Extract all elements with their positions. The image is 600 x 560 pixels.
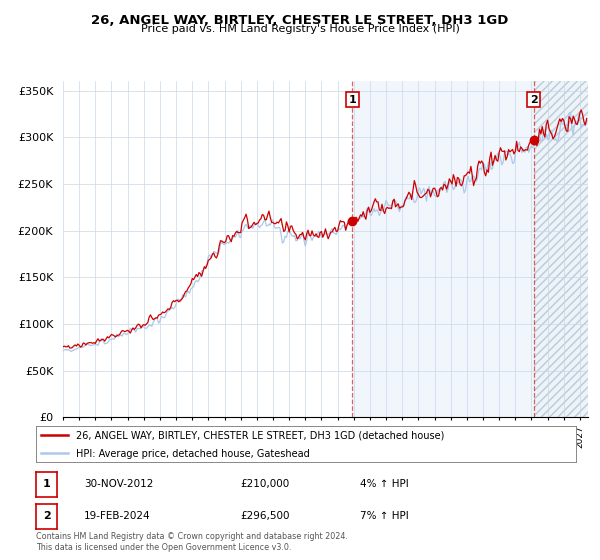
Text: 1: 1 xyxy=(349,95,356,105)
Text: 2: 2 xyxy=(43,511,50,521)
Bar xyxy=(533,81,588,417)
Text: Price paid vs. HM Land Registry's House Price Index (HPI): Price paid vs. HM Land Registry's House … xyxy=(140,24,460,34)
Text: 2: 2 xyxy=(530,95,538,105)
Text: Contains HM Land Registry data © Crown copyright and database right 2024.
This d: Contains HM Land Registry data © Crown c… xyxy=(36,532,348,552)
Text: 26, ANGEL WAY, BIRTLEY, CHESTER LE STREET, DH3 1GD (detached house): 26, ANGEL WAY, BIRTLEY, CHESTER LE STREE… xyxy=(77,431,445,440)
Text: £296,500: £296,500 xyxy=(240,511,290,521)
Text: 4% ↑ HPI: 4% ↑ HPI xyxy=(360,479,409,489)
Text: 7% ↑ HPI: 7% ↑ HPI xyxy=(360,511,409,521)
Text: 1: 1 xyxy=(43,479,50,489)
Text: 30-NOV-2012: 30-NOV-2012 xyxy=(84,479,154,489)
Text: 19-FEB-2024: 19-FEB-2024 xyxy=(84,511,151,521)
Text: £210,000: £210,000 xyxy=(240,479,289,489)
Text: HPI: Average price, detached house, Gateshead: HPI: Average price, detached house, Gate… xyxy=(77,449,310,459)
Bar xyxy=(533,81,588,417)
Text: 26, ANGEL WAY, BIRTLEY, CHESTER LE STREET, DH3 1GD: 26, ANGEL WAY, BIRTLEY, CHESTER LE STREE… xyxy=(91,14,509,27)
Bar xyxy=(352,81,533,417)
